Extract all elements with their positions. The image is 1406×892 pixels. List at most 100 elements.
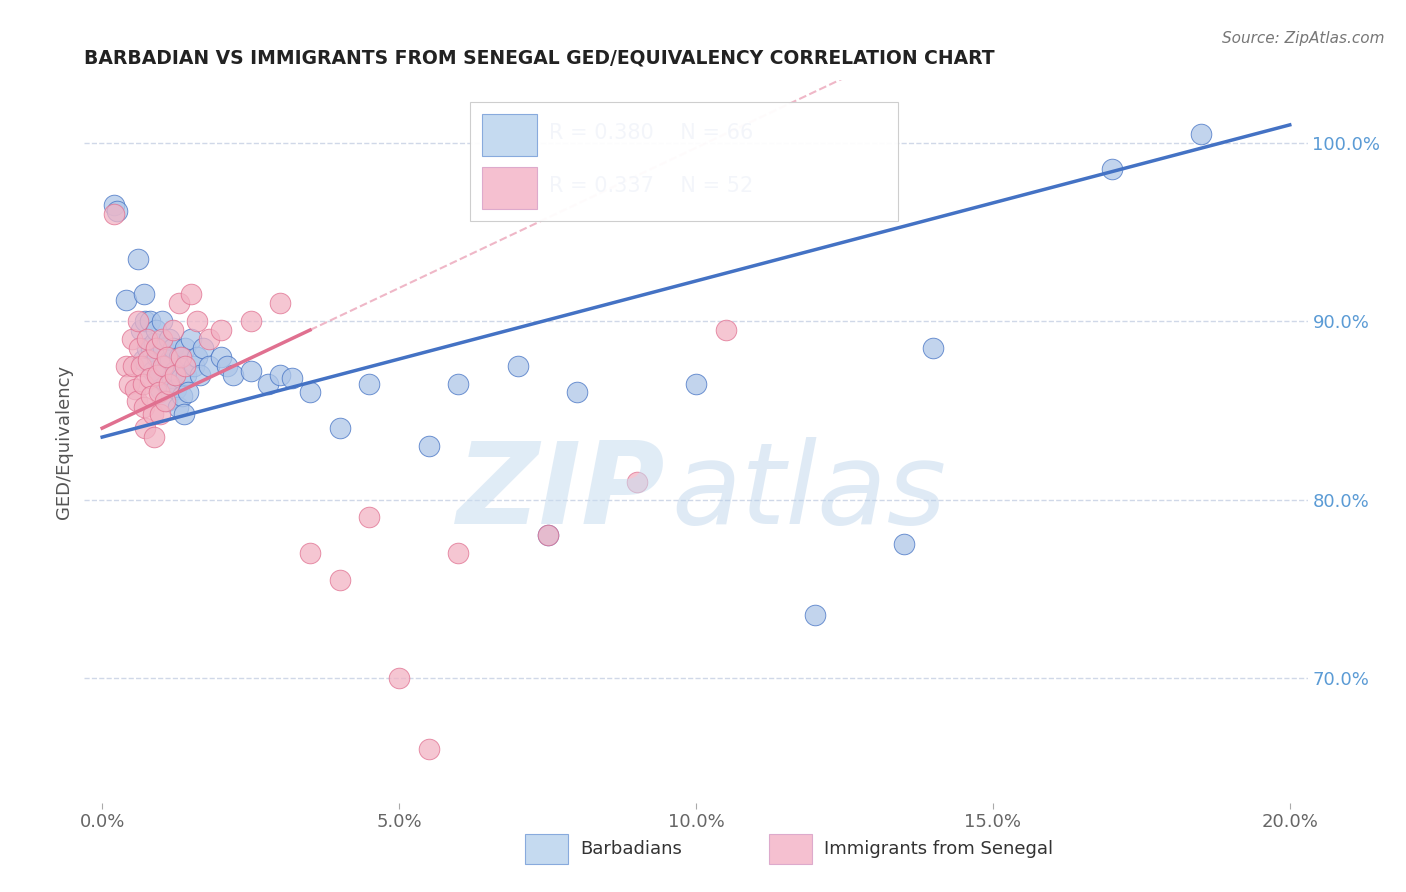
Point xyxy=(180,332,202,346)
Y-axis label: GED/Equivalency: GED/Equivalency xyxy=(55,365,73,518)
Point xyxy=(172,389,194,403)
Point xyxy=(803,608,825,623)
Text: R = 0.337    N = 52: R = 0.337 N = 52 xyxy=(550,176,754,195)
Point xyxy=(152,359,174,373)
Text: Barbadians: Barbadians xyxy=(579,840,682,858)
Point xyxy=(105,203,128,218)
Point xyxy=(176,368,198,382)
Point xyxy=(150,332,173,346)
FancyBboxPatch shape xyxy=(482,167,537,209)
Point xyxy=(103,198,125,212)
Point xyxy=(506,359,529,373)
FancyBboxPatch shape xyxy=(482,114,537,156)
Point xyxy=(156,394,179,409)
Point xyxy=(159,353,181,368)
Point xyxy=(418,742,440,756)
FancyBboxPatch shape xyxy=(769,834,813,864)
Point xyxy=(186,350,208,364)
Point xyxy=(418,439,440,453)
Point xyxy=(567,385,589,400)
Point xyxy=(163,368,186,382)
Point xyxy=(124,382,146,396)
Point xyxy=(157,376,180,391)
Point xyxy=(359,376,381,391)
Point xyxy=(142,407,165,421)
Point xyxy=(209,323,232,337)
Point xyxy=(146,368,169,382)
Point xyxy=(118,376,141,391)
Point xyxy=(174,341,197,355)
Point xyxy=(169,296,191,310)
Point xyxy=(145,341,167,355)
Point xyxy=(1189,127,1212,141)
Point xyxy=(148,385,170,400)
Point xyxy=(139,341,162,355)
Point xyxy=(536,528,558,542)
Point xyxy=(163,364,186,378)
Text: ZIP: ZIP xyxy=(457,436,665,548)
Point xyxy=(626,475,648,489)
Point xyxy=(174,359,197,373)
Point xyxy=(180,287,202,301)
Point xyxy=(152,341,174,355)
Point xyxy=(131,353,153,368)
Point xyxy=(155,376,177,391)
Point xyxy=(167,400,190,414)
Point xyxy=(132,400,155,414)
Point xyxy=(150,314,173,328)
Point xyxy=(148,368,170,382)
Point xyxy=(257,376,280,391)
Point xyxy=(134,314,156,328)
Point xyxy=(132,287,155,301)
Point xyxy=(129,359,152,373)
Point xyxy=(215,359,238,373)
Point xyxy=(157,332,180,346)
Point xyxy=(139,389,162,403)
Point xyxy=(198,359,221,373)
Text: Immigrants from Senegal: Immigrants from Senegal xyxy=(824,840,1053,858)
Point xyxy=(162,341,184,355)
Point xyxy=(447,546,470,560)
Point xyxy=(298,546,321,560)
Point xyxy=(329,573,352,587)
Point xyxy=(388,671,411,685)
Point xyxy=(173,407,195,421)
Text: BARBADIAN VS IMMIGRANTS FROM SENEGAL GED/EQUIVALENCY CORRELATION CHART: BARBADIAN VS IMMIGRANTS FROM SENEGAL GED… xyxy=(84,48,995,68)
Point xyxy=(1101,162,1123,177)
Point xyxy=(149,382,172,396)
Point xyxy=(142,364,165,378)
Point xyxy=(165,382,187,396)
Point xyxy=(146,350,169,364)
Text: R = 0.380    N = 66: R = 0.380 N = 66 xyxy=(550,123,754,143)
Point xyxy=(269,296,291,310)
Text: Source: ZipAtlas.com: Source: ZipAtlas.com xyxy=(1222,31,1385,46)
Point xyxy=(169,350,191,364)
Point xyxy=(298,385,321,400)
Point xyxy=(138,371,160,385)
Point xyxy=(129,323,152,337)
Point xyxy=(143,430,166,444)
Point xyxy=(103,207,125,221)
Point xyxy=(222,368,245,382)
Point xyxy=(685,376,707,391)
Point xyxy=(162,371,184,385)
Point xyxy=(922,341,945,355)
Point xyxy=(115,293,138,307)
Point xyxy=(121,332,143,346)
Point xyxy=(138,353,160,368)
Point xyxy=(131,376,153,391)
Point xyxy=(145,323,167,337)
Point xyxy=(153,359,176,373)
Point xyxy=(115,359,138,373)
Point xyxy=(128,341,150,355)
Point xyxy=(183,359,205,373)
Point xyxy=(138,314,160,328)
Point xyxy=(149,407,172,421)
Point xyxy=(329,421,352,435)
Point xyxy=(188,368,211,382)
Point xyxy=(281,371,304,385)
FancyBboxPatch shape xyxy=(524,834,568,864)
Text: atlas: atlas xyxy=(672,436,946,548)
Point xyxy=(239,314,262,328)
Point xyxy=(125,394,148,409)
